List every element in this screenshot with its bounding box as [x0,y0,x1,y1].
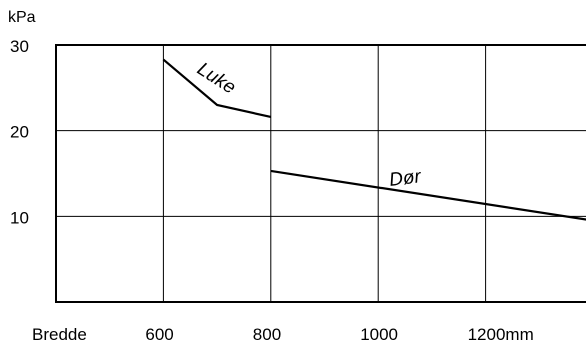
series-line-dor [270,169,586,221]
y-tick-label-2: 30 [10,37,29,56]
series-line-luke [162,58,272,119]
series-label-luke: Luke [193,59,239,99]
x-tick-label-1: 800 [253,325,281,344]
tick-labels: 600 800 1000 1200mm 10 20 30 [10,37,534,344]
x-tick-label-3: 1200mm [468,325,534,344]
series-label-dor: Dør [388,166,423,191]
y-tick-label-1: 20 [10,123,29,142]
y-axis-unit-label: kPa [8,9,36,26]
x-tick-label-0: 600 [145,325,173,344]
x-axis-label: Bredde [32,325,87,344]
series-layer [162,58,586,221]
plot-frame [55,44,586,303]
grid [55,44,586,303]
x-tick-label-2: 1000 [360,325,398,344]
y-tick-label-0: 10 [10,208,29,227]
